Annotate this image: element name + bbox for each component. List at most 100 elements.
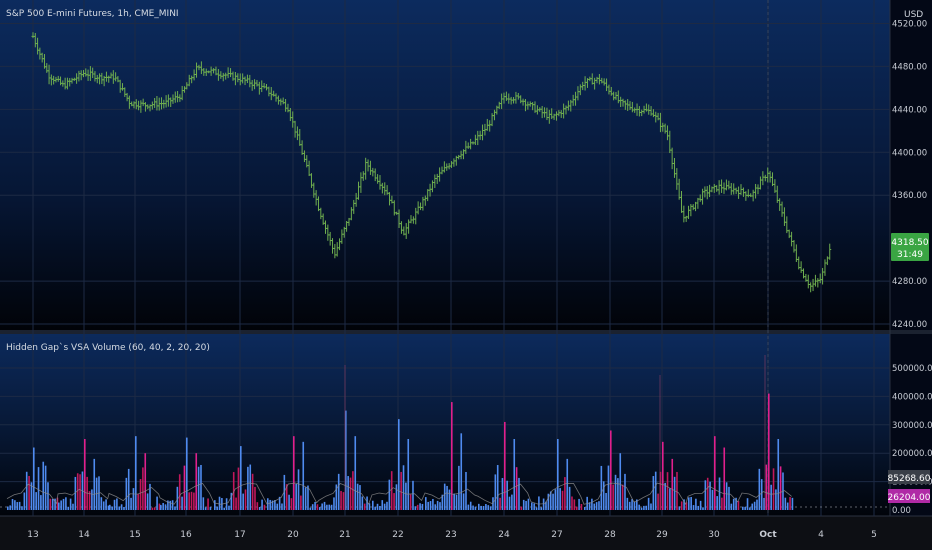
volume-bar [176, 486, 179, 510]
volume-bar [288, 494, 290, 510]
volume-bar [458, 465, 460, 510]
volume-bar [607, 465, 610, 510]
volume-bar [295, 483, 297, 510]
volume-bar [612, 484, 614, 510]
volume-bar [482, 506, 485, 510]
volume-bar [631, 499, 633, 510]
volume-bar [158, 503, 161, 510]
volume-bar [407, 439, 410, 510]
price-axis[interactable] [890, 0, 932, 330]
volume-bar [102, 501, 105, 510]
volume-bar [735, 497, 737, 510]
volume-bar [699, 500, 702, 510]
volume-bar [704, 480, 707, 510]
volume-bar [37, 467, 40, 510]
volume-bar [638, 504, 640, 510]
time-tick-label: 24 [498, 530, 510, 540]
currency-label[interactable]: USD [904, 10, 923, 20]
volume-bar [111, 506, 113, 510]
volume-bar [345, 410, 347, 510]
volume-bar [434, 504, 437, 510]
volume-bar [414, 506, 417, 510]
volume-bar [204, 507, 207, 510]
volume-bar [14, 500, 16, 510]
volume-bar [142, 467, 144, 510]
time-tick-label: 22 [392, 530, 403, 540]
volume-bar [772, 468, 775, 510]
volume-bar [342, 492, 345, 510]
volume-bar [610, 430, 612, 510]
pane-separator[interactable] [0, 330, 932, 334]
volume-bar [207, 498, 209, 510]
volume-bar [744, 506, 746, 510]
volume-bar [18, 501, 21, 510]
volume-bar [723, 447, 726, 510]
volume-bar [730, 503, 733, 510]
volume-bar [664, 482, 666, 510]
volume-bar [559, 488, 561, 510]
volume-bar [193, 492, 195, 510]
volume-bar [716, 496, 718, 510]
volume-axis[interactable] [890, 334, 932, 516]
volume-bar [237, 467, 240, 510]
volume-bar [302, 441, 305, 510]
volume-bar [531, 502, 533, 510]
price-tick-label: 4440.00 [892, 105, 927, 115]
volume-bar [542, 498, 545, 510]
volume-bar [130, 497, 132, 510]
volume-bar [779, 466, 782, 510]
volume-bar [732, 498, 735, 510]
volume-bar [619, 453, 622, 510]
ma-value-badge [888, 470, 930, 484]
volume-bar [518, 477, 520, 510]
volume-bar [758, 468, 761, 510]
volume-bar [319, 507, 321, 510]
last-volume-badge [888, 489, 930, 503]
time-tick-label: 17 [234, 530, 245, 540]
volume-bar [709, 481, 711, 510]
volume-bar [144, 453, 147, 510]
volume-bar [643, 505, 645, 510]
volume-bar [400, 471, 402, 510]
volume-bar [209, 506, 212, 510]
price-tick-label: 4280.00 [892, 277, 927, 287]
volume-bar [760, 479, 763, 510]
volume-bar [695, 498, 697, 510]
time-tick-label: 14 [78, 530, 90, 540]
volume-bar [316, 504, 319, 510]
volume-bar [127, 468, 130, 510]
price-tick-label: 4520.00 [892, 20, 927, 30]
volume-bar [676, 471, 678, 510]
volume-bar [552, 493, 554, 510]
volume-bar [304, 487, 307, 510]
volume-bar [405, 482, 407, 510]
volume-bar [249, 464, 252, 510]
volume-bar [160, 504, 162, 510]
volume-bar [149, 483, 151, 510]
price-tick-label: 4360.00 [892, 191, 927, 201]
volume-bar [125, 477, 128, 510]
volume-bar [72, 503, 74, 510]
volume-bar [462, 493, 465, 510]
volume-bar [436, 500, 439, 510]
price-pane[interactable] [0, 0, 932, 330]
volume-bar [164, 504, 167, 510]
volume-bar [718, 477, 721, 510]
last-price-badge [891, 233, 929, 261]
volume-bar [499, 497, 501, 510]
volume-bar [79, 474, 81, 510]
volume-bar [453, 493, 455, 510]
volume-bar [617, 478, 619, 510]
volume-bar [561, 490, 564, 510]
volume-bar [429, 501, 432, 510]
volume-bar [123, 506, 125, 510]
volume-bar [167, 500, 169, 510]
volume-bar [100, 497, 103, 510]
volume-bar [706, 477, 709, 510]
volume-bar [330, 504, 333, 510]
time-axis[interactable] [0, 516, 932, 550]
volume-bar [467, 504, 470, 510]
volume-bar [186, 437, 188, 510]
volume-bar [398, 419, 400, 510]
volume-bar [451, 402, 453, 510]
